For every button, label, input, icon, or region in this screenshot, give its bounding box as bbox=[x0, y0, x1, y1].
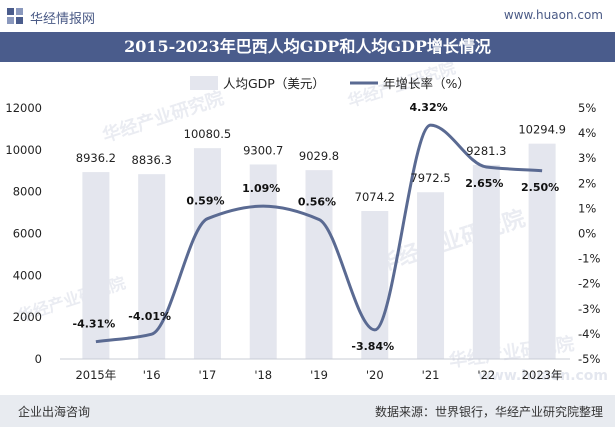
left-axis-tick-label: 8000 bbox=[13, 185, 42, 199]
title-bar: 2015-2023年巴西人均GDP和人均GDP增长情况 bbox=[0, 32, 615, 62]
bar-value-label: 9029.8 bbox=[299, 149, 339, 163]
bar bbox=[305, 170, 333, 359]
bar bbox=[417, 192, 445, 359]
bar bbox=[528, 143, 556, 359]
right-axis-tick-label: 3% bbox=[578, 151, 596, 165]
x-axis-tick-label: '17 bbox=[199, 368, 217, 382]
right-axis-tick-label: 0% bbox=[578, 227, 596, 241]
bar-value-label: 9300.7 bbox=[243, 143, 283, 157]
bar bbox=[249, 164, 277, 359]
right-axis-tick-label: 4% bbox=[578, 126, 596, 140]
bar bbox=[193, 148, 221, 359]
growth-rate-line bbox=[95, 123, 543, 344]
legend-line-label: 年增长率（%） bbox=[383, 76, 470, 91]
brand-name: 华经情报网 bbox=[30, 12, 96, 27]
watermark-text: 华经产业研究院 bbox=[374, 205, 529, 277]
bar bbox=[361, 211, 389, 359]
x-axis-tick-label: '22 bbox=[477, 368, 495, 382]
right-axis-tick-label: -5% bbox=[578, 352, 600, 366]
x-axis-tick-label: '21 bbox=[422, 368, 440, 382]
line-value-label: 2.50% bbox=[521, 181, 559, 194]
bar-value-label: 7074.2 bbox=[355, 190, 395, 204]
top-bar: 华经情报网 www.huaon.com bbox=[0, 0, 615, 32]
x-axis-tick-label: '18 bbox=[254, 368, 272, 382]
line-value-label: 2.65% bbox=[465, 177, 503, 190]
bar-value-label: 9281.3 bbox=[466, 144, 506, 158]
right-axis-tick-label: -1% bbox=[578, 252, 600, 266]
bar bbox=[472, 164, 500, 359]
bar-value-label: 10080.5 bbox=[184, 127, 232, 141]
right-axis-tick-label: -4% bbox=[578, 327, 600, 341]
footer: 企业出海咨询 数据来源：世界银行，华经产业研究院整理 bbox=[0, 395, 615, 427]
brand-logo-icon bbox=[7, 8, 23, 24]
legend-bar-swatch bbox=[190, 76, 218, 90]
right-axis-tick-label: 1% bbox=[578, 201, 596, 215]
left-axis-tick-label: 12000 bbox=[5, 101, 42, 115]
bar-value-label: 7972.5 bbox=[410, 171, 450, 185]
right-axis-tick-label: -2% bbox=[578, 277, 600, 291]
chart: 华经产业研究院华经产业研究院华经产业研究院华经产业研究院华经产业研究院www.h… bbox=[5, 62, 608, 384]
line-value-label: -4.31% bbox=[73, 318, 116, 331]
watermark-url: www.huaon.com bbox=[478, 368, 608, 384]
bar-value-label: 8936.2 bbox=[76, 151, 116, 165]
x-axis-tick-label: 2015年 bbox=[75, 368, 116, 382]
legend-bar-label: 人均GDP（美元） bbox=[223, 76, 325, 91]
chart-title: 2015-2023年巴西人均GDP和人均GDP增长情况 bbox=[124, 37, 491, 56]
right-axis-tick-label: 2% bbox=[578, 176, 596, 190]
bar-value-label: 8836.3 bbox=[132, 153, 172, 167]
watermark-text: 华经产业研究院 bbox=[448, 333, 576, 372]
footer-left-text: 企业出海咨询 bbox=[18, 405, 91, 419]
left-axis-tick-label: 4000 bbox=[13, 268, 42, 282]
left-axis-tick-label: 0 bbox=[35, 352, 42, 366]
line-value-label: 1.09% bbox=[242, 182, 280, 195]
left-axis-tick-label: 10000 bbox=[5, 143, 42, 157]
line-value-label: -4.01% bbox=[128, 310, 171, 323]
line-value-label: 0.56% bbox=[298, 195, 336, 208]
x-axis-tick-label: '16 bbox=[143, 368, 161, 382]
bar bbox=[138, 174, 166, 359]
line-value-label: 0.59% bbox=[186, 195, 224, 208]
bar-value-label: 10294.9 bbox=[518, 123, 566, 137]
left-axis-tick-label: 6000 bbox=[13, 227, 42, 241]
site-url[interactable]: www.huaon.com bbox=[503, 8, 603, 22]
left-axis-tick-label: 2000 bbox=[13, 310, 42, 324]
x-axis-tick-label: 2023年 bbox=[522, 368, 563, 382]
right-axis-tick-label: -3% bbox=[578, 302, 600, 316]
line-value-label: -3.84% bbox=[351, 340, 394, 353]
x-axis-tick-label: '19 bbox=[310, 368, 328, 382]
data-source: 数据来源：世界银行，华经产业研究院整理 bbox=[374, 405, 603, 419]
x-axis-tick-label: '20 bbox=[366, 368, 384, 382]
line-value-label: 4.32% bbox=[409, 101, 447, 114]
bar bbox=[82, 172, 110, 359]
right-axis-tick-label: 5% bbox=[578, 101, 596, 115]
